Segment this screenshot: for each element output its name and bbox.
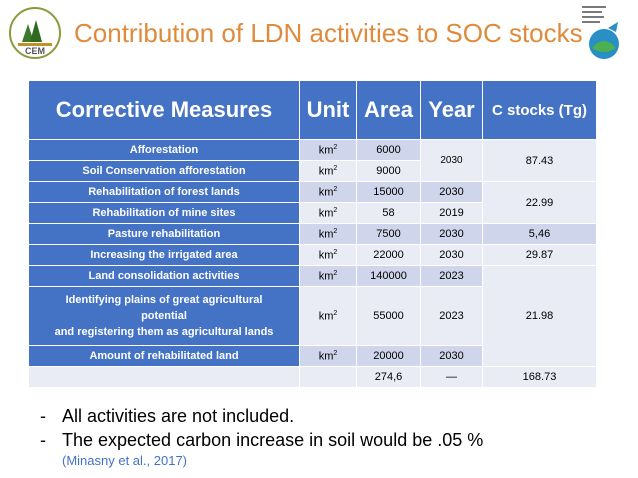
note-text: All activities are not included. xyxy=(62,406,295,426)
measure-name: Afforestation xyxy=(28,139,300,161)
unit-base: km xyxy=(318,350,334,363)
c-stocks-cell: 5,46 xyxy=(482,223,597,245)
measure-name: Amount of rehabilitated land xyxy=(28,345,300,367)
unit-cell: km2 xyxy=(299,265,357,287)
measure-name: Pasture rehabilitation xyxy=(28,223,300,245)
unit-exp: 2 xyxy=(333,185,338,193)
table-row: Amount of rehabilitated land km2 20000 2… xyxy=(28,345,597,367)
total-c-stocks: 168.73 xyxy=(482,366,597,388)
area-cell: 15000 xyxy=(356,181,421,203)
unit-base: km xyxy=(318,270,334,283)
unit-exp: 2 xyxy=(333,227,338,235)
unit-exp: 2 xyxy=(333,143,338,151)
table-row: Rehabilitation of mine sites km2 58 2019 xyxy=(28,202,597,224)
unit-base: km xyxy=(318,207,334,220)
total-label xyxy=(28,366,300,388)
unit-base: km xyxy=(318,228,334,241)
year-cell: 2023 xyxy=(420,286,483,346)
unit-cell: km2 xyxy=(299,202,357,224)
header-year: Year xyxy=(420,80,483,140)
year-cell: 2030 xyxy=(420,139,483,182)
soc-table: Corrective Measures Unit Area Year C sto… xyxy=(28,80,597,388)
area-cell: 9000 xyxy=(356,160,421,182)
unit-cell: km2 xyxy=(299,223,357,245)
area-cell: 55000 xyxy=(356,286,421,346)
total-area: 274,6 xyxy=(356,366,421,388)
unit-base: km xyxy=(318,186,334,199)
note-dash: - xyxy=(40,430,46,450)
unit-exp: 2 xyxy=(333,349,338,357)
unit-base: km xyxy=(318,249,334,262)
table-row: Land consolidation activities km2 140000… xyxy=(28,265,597,367)
measure-name: Soil Conservation afforestation xyxy=(28,160,300,182)
area-cell: 22000 xyxy=(356,244,421,266)
note-item: - All activities are not included. xyxy=(40,404,620,428)
c-stocks-cell: 22.99 xyxy=(482,181,597,224)
c-stocks-cell: 21.98 xyxy=(482,265,597,367)
year-cell: 2030 xyxy=(420,244,483,266)
area-cell: 20000 xyxy=(356,345,421,367)
table-row: Increasing the irrigated area km2 22000 … xyxy=(28,244,597,266)
total-year: — xyxy=(420,366,483,388)
unit-base: km xyxy=(318,310,334,323)
table-row: Rehabilitation of forest lands km2 15000… xyxy=(28,181,597,224)
year-cell: 2030 xyxy=(420,223,483,245)
ldn-table: Corrective Measures Unit Area Year C sto… xyxy=(28,80,597,388)
header-measures: Corrective Measures xyxy=(28,80,300,140)
unit-cell: km2 xyxy=(299,181,357,203)
cem-logo: CEM xyxy=(8,6,62,60)
measure-name: Increasing the irrigated area xyxy=(28,244,300,266)
area-cell: 6000 xyxy=(356,139,421,161)
unit-exp: 2 xyxy=(333,269,338,277)
measure-name-line: potential xyxy=(141,310,187,322)
area-cell: 140000 xyxy=(356,265,421,287)
unit-cell: km2 xyxy=(299,345,357,367)
measure-name: Rehabilitation of forest lands xyxy=(28,181,300,203)
measure-name-line: and registering them as agricultural lan… xyxy=(54,326,274,338)
unit-exp: 2 xyxy=(333,248,338,256)
note-item: - The expected carbon increase in soil wo… xyxy=(40,428,620,452)
notes: - All activities are not included. - The e… xyxy=(40,404,620,470)
table-row: Identifying plains of great agricultural… xyxy=(28,286,597,346)
slide-title: Contribution of LDN activities to SOC st… xyxy=(74,18,583,48)
header-c-stocks: C stocks (Tg) xyxy=(482,80,597,140)
measure-name-line: Identifying plains of great agricultural xyxy=(65,294,263,306)
measure-name: Identifying plains of great agricultural… xyxy=(28,286,300,346)
year-cell: 2023 xyxy=(420,265,483,287)
year-cell: 2030 xyxy=(420,181,483,203)
unit-exp: 2 xyxy=(333,309,338,317)
header-row: Corrective Measures Unit Area Year C sto… xyxy=(28,80,597,140)
year-cell: 2019 xyxy=(420,202,483,224)
citation: (Minasny et al., 2017) xyxy=(62,453,188,468)
table-row: Afforestation km2 6000 2030 87.43 xyxy=(28,139,597,182)
c-stocks-cell: 87.43 xyxy=(482,139,597,182)
logo-text: CEM xyxy=(25,46,45,56)
total-row: 274,6 — 168.73 xyxy=(28,366,597,388)
unit-exp: 2 xyxy=(333,164,338,172)
header-area: Area xyxy=(356,80,421,140)
c-stocks-cell: 29.87 xyxy=(482,244,597,266)
table-row: Soil Conservation afforestation km2 9000 xyxy=(28,160,597,182)
note-dash: - xyxy=(40,406,46,426)
unit-exp: 2 xyxy=(333,206,338,214)
unit-cell: km2 xyxy=(299,139,357,161)
unit-cell: km2 xyxy=(299,286,357,346)
year-cell: 2030 xyxy=(420,345,483,367)
unit-cell: km2 xyxy=(299,160,357,182)
unit-cell: km2 xyxy=(299,244,357,266)
area-cell: 7500 xyxy=(356,223,421,245)
measure-name: Land consolidation activities xyxy=(28,265,300,287)
unit-base: km xyxy=(318,144,334,157)
measure-name: Rehabilitation of mine sites xyxy=(28,202,300,224)
area-cell: 58 xyxy=(356,202,421,224)
header-unit: Unit xyxy=(299,80,357,140)
note-text: The expected carbon increase in soil wou… xyxy=(62,430,484,450)
total-unit xyxy=(299,366,357,388)
table-row: Pasture rehabilitation km2 7500 2030 5,4… xyxy=(28,223,597,245)
unit-base: km xyxy=(318,165,334,178)
ministry-logo xyxy=(578,4,628,62)
